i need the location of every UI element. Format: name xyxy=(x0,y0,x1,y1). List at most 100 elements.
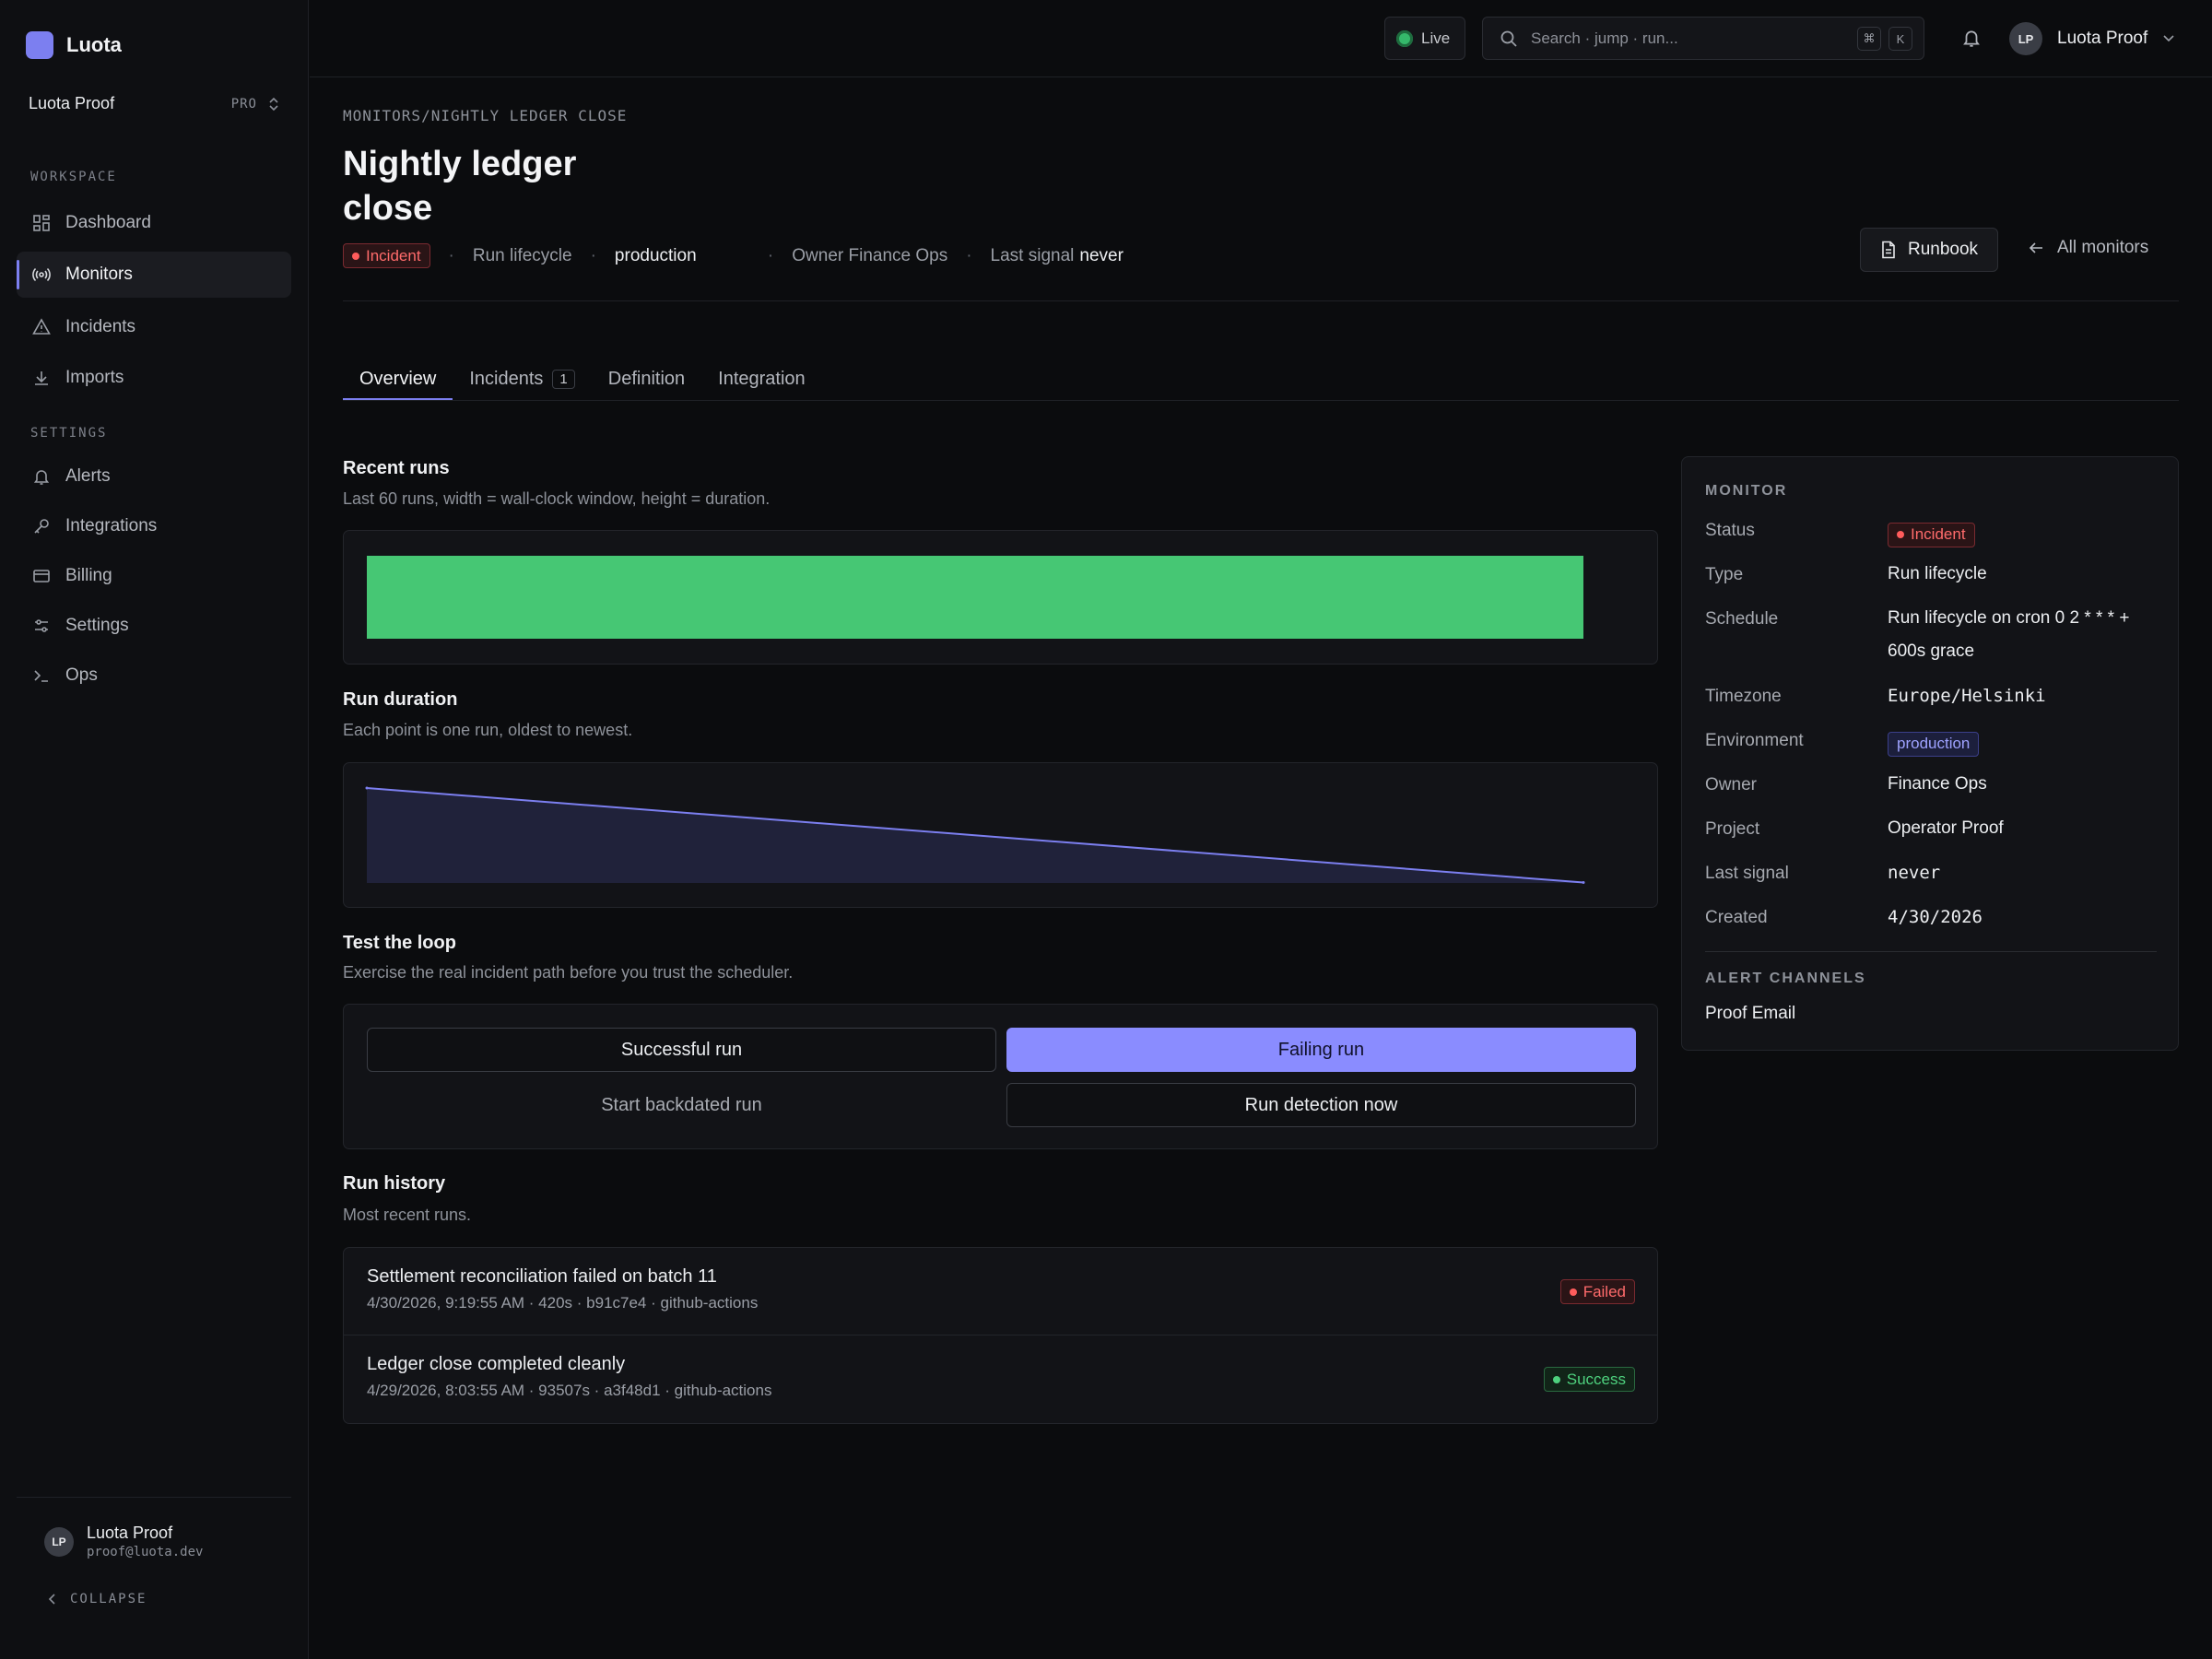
tab-incidents[interactable]: Incidents 1 xyxy=(453,358,591,400)
run-history-list: Settlement reconciliation failed on batc… xyxy=(343,1247,1658,1424)
all-monitors-label: All monitors xyxy=(2057,238,2149,257)
detail-key: Schedule xyxy=(1705,609,1779,629)
sliders-icon xyxy=(32,617,51,635)
user-menu[interactable]: LP Luota Proof xyxy=(2009,22,2175,55)
live-label: Live xyxy=(1421,29,1451,47)
status-dot-icon xyxy=(1552,1375,1560,1383)
alert-channel[interactable]: Proof Email xyxy=(1705,1004,1796,1023)
duration-point[interactable] xyxy=(365,786,369,790)
chevron-left-icon xyxy=(48,1594,55,1605)
run-status-badge: Success xyxy=(1543,1367,1635,1392)
collapse-button[interactable]: COLLAPSE xyxy=(48,1592,147,1606)
page-title: Nightly ledger close xyxy=(343,145,577,228)
user-name: Luota Proof xyxy=(87,1524,173,1542)
run-status-label: Failed xyxy=(1583,1282,1626,1300)
sidebar-item-settings[interactable]: Settings xyxy=(17,603,291,649)
detail-owner: Owner Finance Ops xyxy=(1705,774,2166,801)
tab-integration[interactable]: Integration xyxy=(701,358,822,400)
warning-icon xyxy=(32,318,51,336)
download-icon xyxy=(32,369,51,387)
meta-last-signal-value: never xyxy=(1079,245,1124,265)
run-meta: 4/29/2026, 8:03:55 AM · 93507s · a3f48d1… xyxy=(367,1382,772,1399)
tab-overview[interactable]: Overview xyxy=(343,358,453,401)
run-duration-panel xyxy=(343,762,1658,908)
run-duration-subtitle: Each point is one run, oldest to newest. xyxy=(343,721,633,739)
failing-run-button[interactable]: Failing run xyxy=(1006,1028,1636,1072)
runbook-button[interactable]: Runbook xyxy=(1860,228,1998,272)
successful-run-button[interactable]: Successful run xyxy=(367,1028,996,1072)
run-history-row[interactable]: Settlement reconciliation failed on batc… xyxy=(344,1248,1657,1335)
status-dot-icon xyxy=(352,252,359,260)
brand-name: Luota xyxy=(66,33,122,56)
arrow-left-icon xyxy=(2029,242,2042,253)
sidebar-item-imports[interactable]: Imports xyxy=(17,355,291,401)
sidebar-item-integrations[interactable]: Integrations xyxy=(17,503,291,549)
environment-badge: production xyxy=(1888,731,1980,757)
tab-definition[interactable]: Definition xyxy=(592,358,701,400)
sidebar-item-label: Integrations xyxy=(65,516,158,535)
status-badge: Incident xyxy=(1888,522,1975,547)
meta-owner: Owner Finance Ops xyxy=(792,245,948,265)
live-indicator[interactable]: Live xyxy=(1384,17,1465,60)
all-monitors-button[interactable]: All monitors xyxy=(2028,238,2148,258)
detail-value: Operator Proof xyxy=(1888,818,2004,838)
search-icon xyxy=(1500,30,1517,47)
test-loop-title: Test the loop xyxy=(343,933,456,953)
run-detection-button[interactable]: Run detection now xyxy=(1006,1083,1636,1127)
runbook-label: Runbook xyxy=(1907,240,1979,259)
detail-value: Incident xyxy=(1888,517,2166,550)
detail-project: Project Operator Proof xyxy=(1705,818,2166,845)
document-icon xyxy=(1882,241,1895,259)
detail-last-signal: Last signal never xyxy=(1705,863,2166,889)
bell-icon[interactable] xyxy=(1961,28,1982,48)
brand[interactable]: Luota xyxy=(26,31,122,59)
run-duration-chart xyxy=(365,786,1585,885)
backdated-run-button[interactable]: Start backdated run xyxy=(601,1094,762,1115)
recent-runs-bar[interactable] xyxy=(367,556,1583,639)
avatar: LP xyxy=(2009,22,2042,55)
run-history-row[interactable]: Ledger close completed cleanly 4/29/2026… xyxy=(344,1335,1657,1423)
org-switcher[interactable]: Luota Proof PRO xyxy=(29,94,279,113)
search-placeholder: Search · jump · run... xyxy=(1531,29,1678,47)
kbd-cmd: ⌘ xyxy=(1857,27,1881,51)
sidebar-item-monitors[interactable]: Monitors xyxy=(17,252,291,298)
run-duration-title: Run duration xyxy=(343,689,458,710)
sidebar-item-alerts[interactable]: Alerts xyxy=(17,453,291,500)
user-email: proof@luota.dev xyxy=(87,1545,204,1559)
live-dot-icon xyxy=(1396,29,1413,47)
sidebar-user[interactable]: LP Luota Proof proof@luota.dev xyxy=(44,1524,203,1559)
sidebar-item-dashboard[interactable]: Dashboard xyxy=(17,200,291,246)
detail-key: Type xyxy=(1705,565,1744,584)
detail-status: Status Incident xyxy=(1705,521,2166,550)
sidebar-item-billing[interactable]: Billing xyxy=(17,553,291,599)
status-badge-label: Incident xyxy=(366,246,421,265)
sidebar-item-ops[interactable]: Ops xyxy=(17,653,291,699)
sidebar-item-label: Dashboard xyxy=(65,213,151,232)
test-loop-subtitle: Exercise the real incident path before y… xyxy=(343,963,794,982)
card-icon xyxy=(32,567,51,585)
search-input[interactable]: Search · jump · run... ⌘ K xyxy=(1482,17,1924,60)
user-name: Luota Proof xyxy=(2057,29,2148,48)
status-dot-icon xyxy=(1569,1288,1577,1296)
run-title: Settlement reconciliation failed on batc… xyxy=(367,1266,717,1287)
recent-runs-track xyxy=(367,556,1583,639)
sidebar-divider xyxy=(17,1497,291,1498)
avatar: LP xyxy=(44,1526,74,1557)
detail-schedule: Schedule Run lifecycle on cron 0 2 * * *… xyxy=(1705,608,2166,668)
sidebar-item-label: Incidents xyxy=(65,317,136,336)
tab-label: Overview xyxy=(359,368,437,389)
duration-point[interactable] xyxy=(1582,881,1585,885)
test-loop-panel: Successful run Failing run Start backdat… xyxy=(343,1004,1658,1149)
chevron-updown-icon xyxy=(269,97,278,111)
meta-environment: production xyxy=(614,245,697,265)
broadcast-icon xyxy=(32,265,51,284)
breadcrumb[interactable]: MONITORS/NIGHTLY LEDGER CLOSE xyxy=(343,107,628,124)
key-icon xyxy=(32,517,51,535)
detail-type: Type Run lifecycle xyxy=(1705,564,2166,591)
sidebar-item-incidents[interactable]: Incidents xyxy=(17,304,291,350)
detail-key: Environment xyxy=(1705,731,1804,750)
detail-key: Created xyxy=(1705,908,1768,927)
sidebar-item-label: Ops xyxy=(65,665,98,685)
monitor-section-label: MONITOR xyxy=(1705,483,1788,499)
detail-value: Run lifecycle on cron 0 2 * * * + 600s g… xyxy=(1888,608,2130,661)
